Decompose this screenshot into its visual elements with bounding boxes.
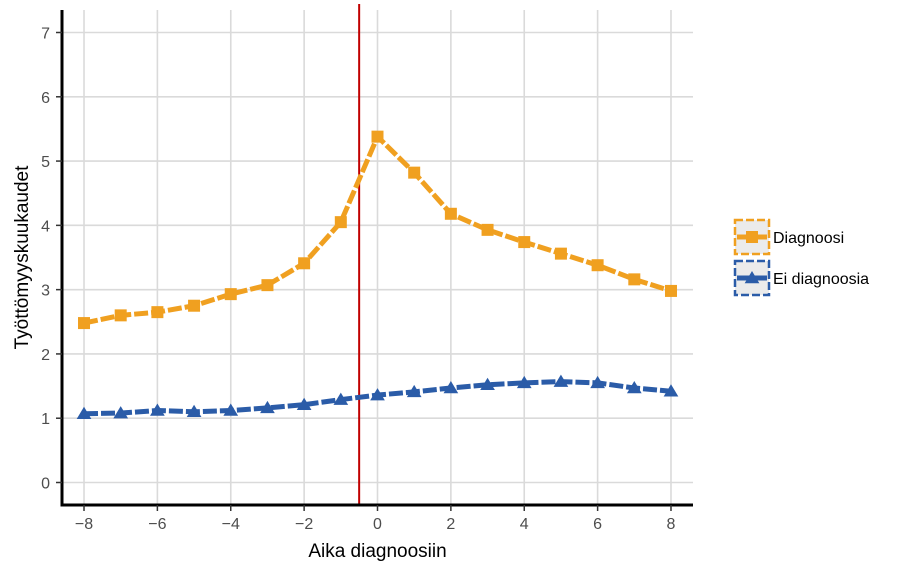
data-point-ei-diagnoosia	[113, 406, 129, 419]
x-tick-label: 8	[667, 516, 676, 533]
data-point-ei-diagnoosia	[150, 403, 165, 416]
data-point-diagnoosi	[78, 317, 91, 330]
y-axis-title: Työttömyyskuukaudet	[12, 165, 33, 349]
data-point-ei-diagnoosia	[663, 384, 679, 397]
x-axis-title: Aika diagnoosiin	[308, 541, 446, 562]
y-tick-label: 1	[41, 411, 50, 428]
data-point-ei-diagnoosia	[406, 384, 422, 398]
data-point-ei-diagnoosia	[480, 377, 495, 391]
tick-labels: −8 −6 −4 −2 0 2 4 6 8 0 1 2 3 4 5 6 7	[41, 26, 675, 534]
data-point-ei-diagnoosia	[333, 392, 349, 405]
y-tick-label: 3	[41, 283, 50, 300]
x-tick-label: −8	[75, 516, 93, 533]
data-point-ei-diagnoosia	[260, 400, 275, 414]
series-layer	[76, 130, 679, 419]
grid-lines	[62, 10, 693, 505]
data-point-diagnoosi	[444, 207, 457, 220]
data-point-ei-diagnoosia	[443, 381, 459, 394]
x-tick-label: 0	[373, 516, 382, 533]
axes	[56, 10, 693, 511]
x-tick-label: 2	[446, 516, 455, 533]
y-tick-label: 2	[41, 347, 50, 364]
data-point-diagnoosi	[188, 299, 201, 312]
data-point-diagnoosi	[298, 257, 311, 270]
x-tick-label: −4	[222, 516, 240, 533]
data-point-ei-diagnoosia	[553, 374, 569, 387]
legend: Diagnoosi Ei diagnoosia	[733, 218, 869, 297]
y-tick-label: 0	[41, 476, 50, 493]
data-point-diagnoosi	[408, 166, 421, 179]
x-tick-label: −6	[148, 516, 166, 533]
data-point-ei-diagnoosia	[76, 406, 92, 419]
legend-label-ei-diagnoosia: Ei diagnoosia	[773, 271, 869, 288]
data-point-diagnoosi	[481, 223, 494, 236]
legend-label-diagnoosi: Diagnoosi	[773, 230, 844, 247]
data-point-diagnoosi	[114, 309, 127, 322]
y-tick-label: 7	[41, 26, 50, 43]
x-tick-label: 4	[520, 516, 529, 533]
y-tick-label: 5	[41, 154, 50, 171]
data-point-diagnoosi	[224, 288, 237, 301]
data-point-ei-diagnoosia	[296, 397, 312, 410]
data-point-diagnoosi	[554, 247, 567, 260]
x-tick-label: 6	[593, 516, 602, 533]
y-tick-label: 6	[41, 90, 50, 107]
data-point-diagnoosi	[151, 306, 164, 319]
data-point-ei-diagnoosia	[590, 375, 605, 389]
legend-square-marker	[746, 231, 758, 243]
data-point-ei-diagnoosia	[223, 403, 239, 416]
data-point-ei-diagnoosia	[626, 381, 642, 394]
data-point-diagnoosi	[261, 279, 274, 292]
legend-item-ei-diagnoosia: Ei diagnoosia	[733, 259, 869, 297]
data-point-diagnoosi	[518, 236, 531, 249]
data-point-ei-diagnoosia	[516, 375, 532, 389]
data-point-ei-diagnoosia	[186, 404, 202, 418]
legend-triangle-marker	[744, 271, 760, 284]
x-tick-label: −2	[295, 516, 313, 533]
data-point-diagnoosi	[334, 216, 347, 229]
data-point-ei-diagnoosia	[370, 388, 385, 401]
data-point-diagnoosi	[664, 284, 677, 297]
legend-item-diagnoosi: Diagnoosi	[733, 218, 844, 256]
data-point-diagnoosi	[591, 259, 604, 272]
data-point-diagnoosi	[628, 273, 641, 286]
data-point-diagnoosi	[371, 130, 384, 143]
y-tick-label: 4	[41, 218, 50, 235]
